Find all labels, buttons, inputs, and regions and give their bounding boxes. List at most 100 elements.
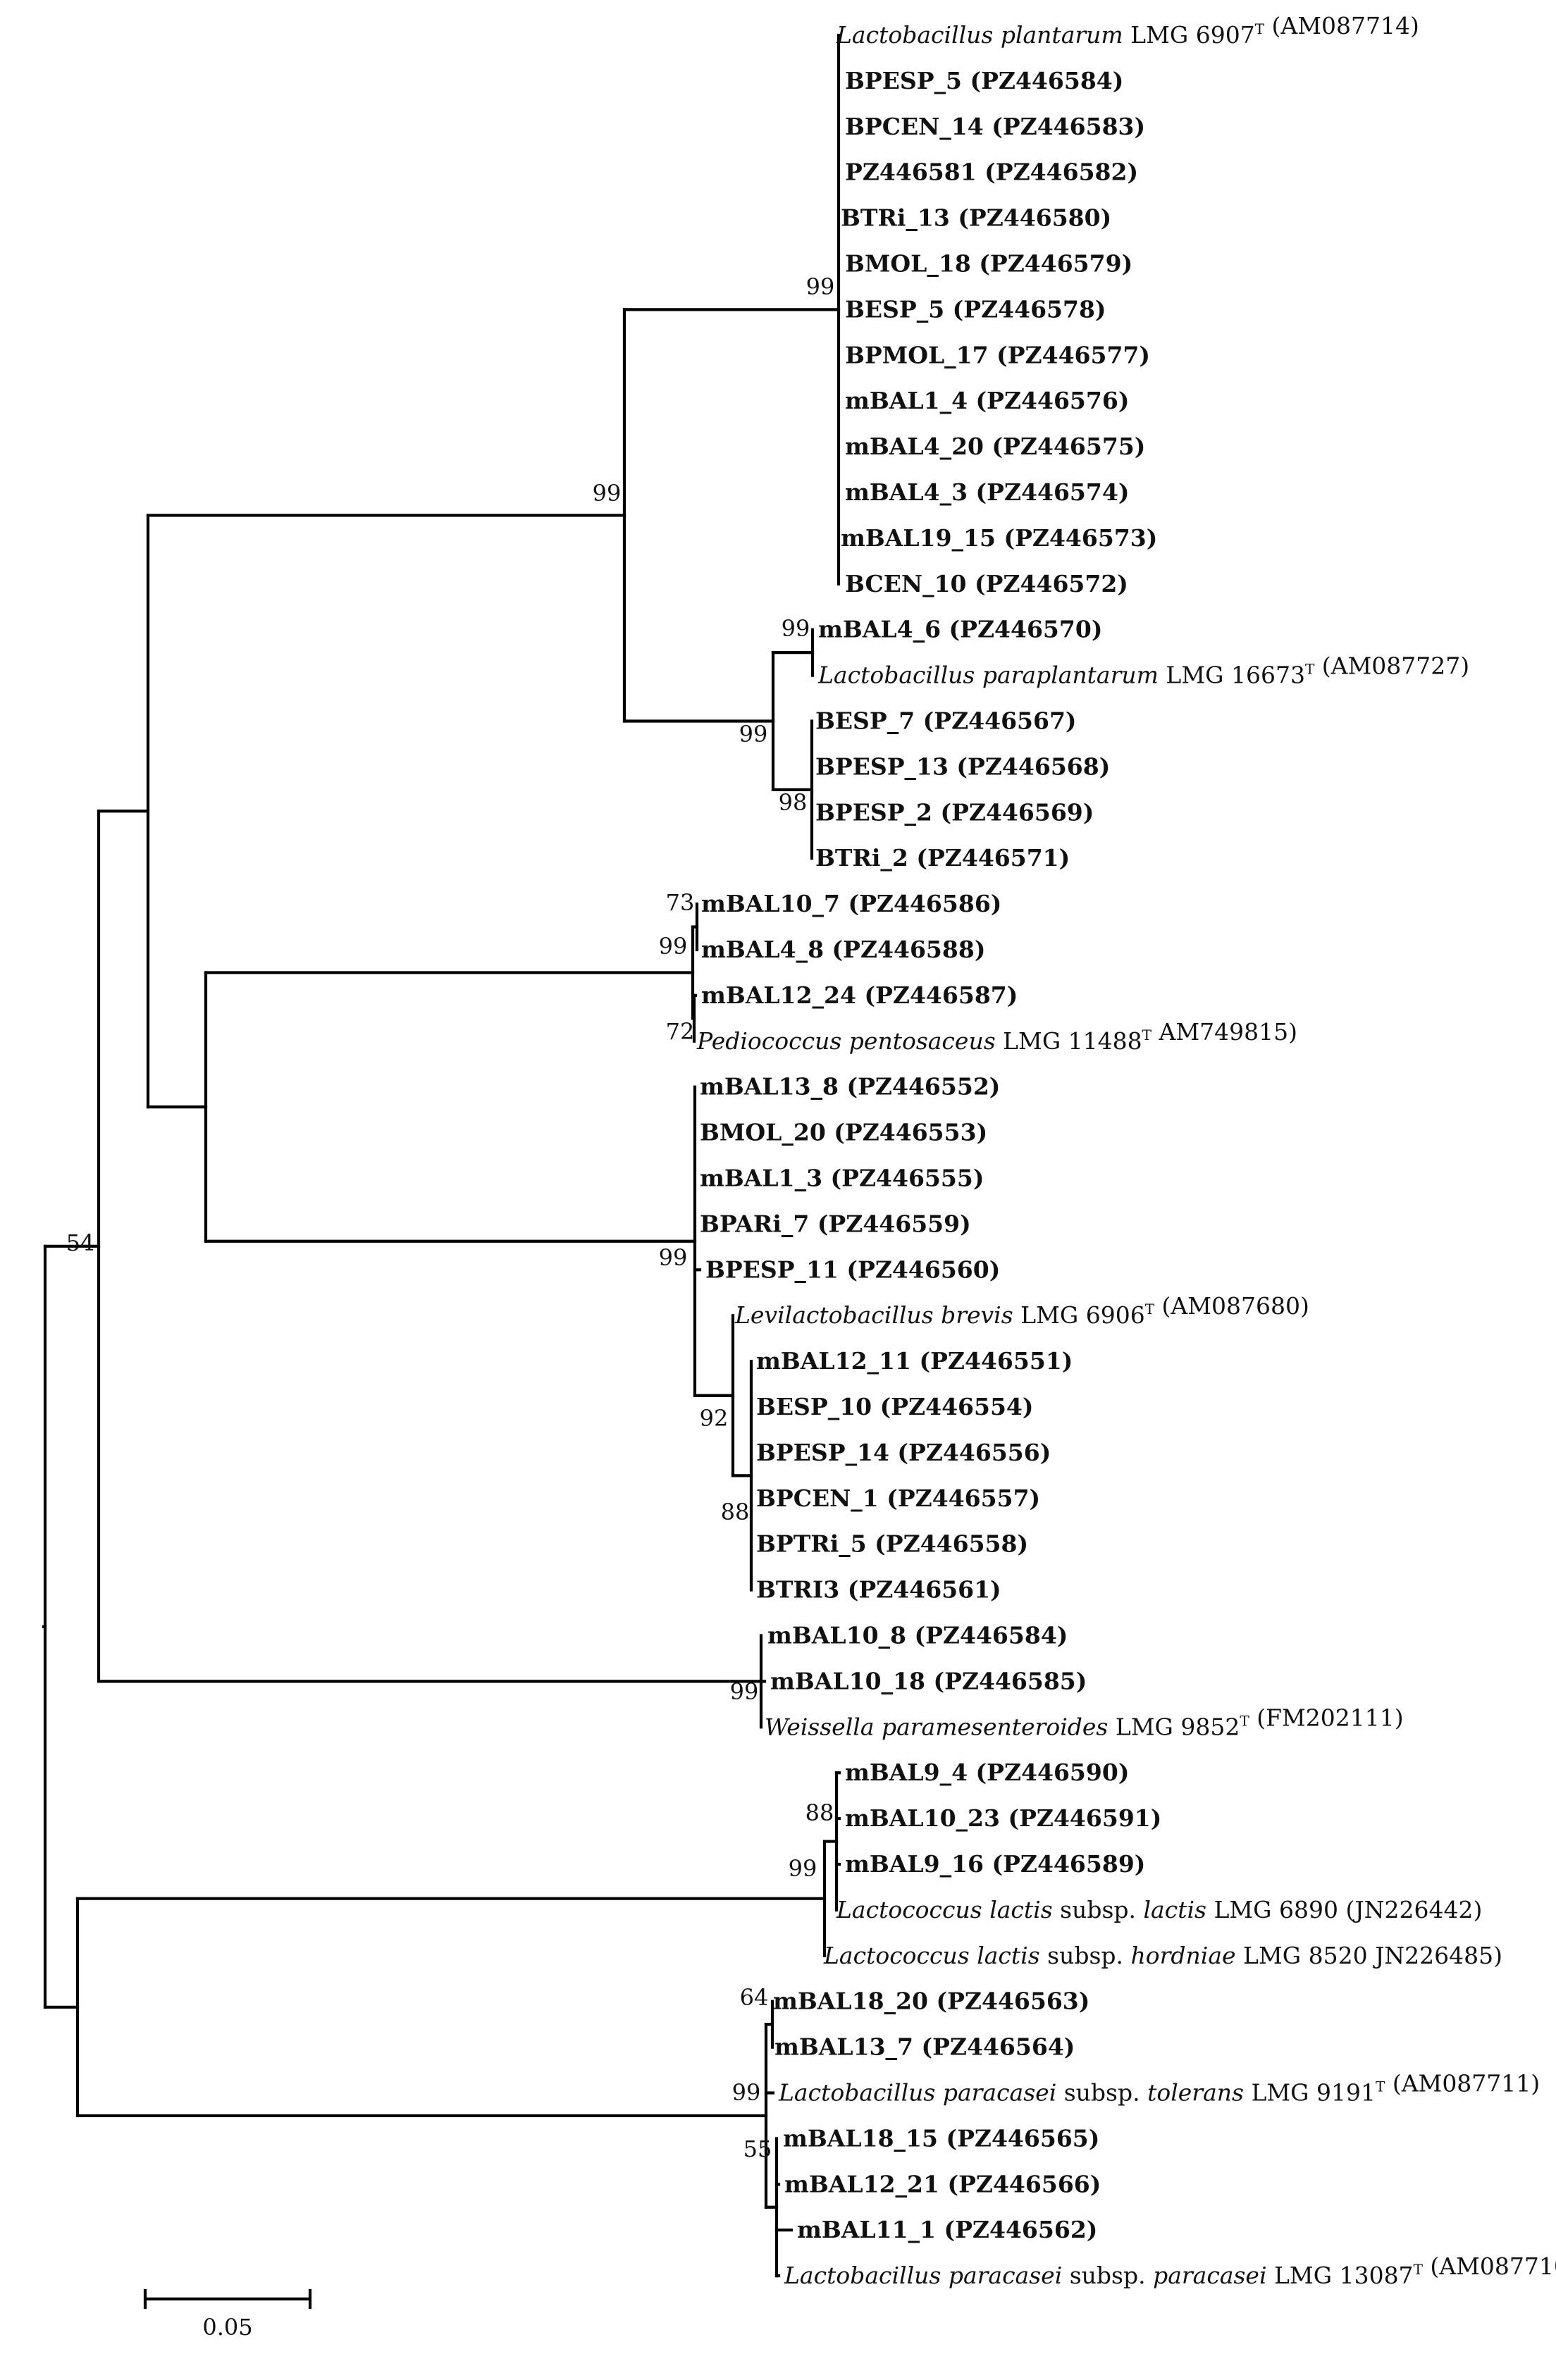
leaf-label-l21: mBAL4_8 (PZ446588)	[701, 936, 985, 963]
bootstrap-value-lactis: 88	[805, 1799, 834, 1826]
leaf-label-segment: T	[1145, 1301, 1155, 1318]
leaf-label-segment: BTRi_2 (PZ446571)	[815, 844, 1070, 872]
leaf-label-segment: Lactobacillus paracasei	[784, 2262, 1062, 2289]
leaf-label-segment: Levilactobacillus brevis	[734, 1301, 1013, 1329]
leaf-label-segment: BCEN_10 (PZ446572)	[845, 570, 1128, 597]
leaf-label-segment: BESP_10 (PZ446554)	[756, 1393, 1034, 1420]
leaf-label-l41: mBAL9_16 (PZ446589)	[845, 1850, 1145, 1878]
leaf-label-segment: mBAL10_18 (PZ446585)	[770, 1667, 1087, 1694]
leaf-label-segment: mBAL10_8 (PZ446584)	[767, 1622, 1068, 1649]
leaf-label-segment: T	[1255, 20, 1265, 37]
leaf-label-l2: BPESP_5 (PZ446584)	[845, 67, 1123, 94]
leaf-label-l49: mBAL11_1 (PZ446562)	[797, 2216, 1097, 2243]
leaf-label-segment: BESP_5 (PZ446578)	[845, 295, 1106, 323]
leaf-label-l5: BTRi_13 (PZ446580)	[841, 204, 1111, 232]
leaf-label-l48: mBAL12_21 (PZ446566)	[784, 2170, 1101, 2198]
leaf-label-segment: BPESP_5 (PZ446584)	[845, 67, 1123, 94]
leaf-label-segment: LMG 8520 JN226485)	[1236, 1942, 1502, 1969]
leaf-label-l25: BMOL_20 (PZ446553)	[700, 1119, 987, 1146]
leaf-label-l18: BPESP_2 (PZ446569)	[815, 798, 1094, 826]
leaf-label-l7: BESP_5 (PZ446578)	[845, 295, 1106, 323]
leaf-label-segment: BESP_7 (PZ446567)	[815, 707, 1077, 735]
leaf-label-l20: mBAL10_7 (PZ446586)	[701, 890, 1001, 917]
leaf-label-segment: subsp.	[1053, 1896, 1144, 1923]
leaf-label-segment: (AM087711)	[1385, 2070, 1540, 2097]
leaf-label-segment: mBAL12_11 (PZ446551)	[756, 1347, 1073, 1375]
leaf-label-l35: BTRI3 (PZ446561)	[756, 1576, 1001, 1604]
leaf-label-segment: lactis	[1144, 1896, 1206, 1923]
leaf-label-segment: BPMOL_17 (PZ446577)	[845, 341, 1150, 368]
leaf-label-l37: mBAL10_18 (PZ446585)	[770, 1667, 1087, 1694]
leaf-label-segment: BPESP_11 (PZ446560)	[705, 1256, 1000, 1283]
leaf-label-segment: BPESP_14 (PZ446556)	[756, 1439, 1051, 1466]
bootstrap-value-plantarum-group: 99	[806, 273, 835, 300]
leaf-label-segment: LMG 11488	[996, 1027, 1142, 1055]
bootstrap-value-brevis-core: 88	[721, 1499, 750, 1525]
leaf-label-l40: mBAL10_23 (PZ446591)	[845, 1804, 1161, 1832]
leaf-label-l36: mBAL10_8 (PZ446584)	[767, 1622, 1068, 1649]
leaf-label-segment: BPCEN_14 (PZ446583)	[845, 113, 1145, 140]
leaf-label-l9: mBAL1_4 (PZ446576)	[845, 387, 1129, 414]
bootstrap-value-lactococcus: 99	[789, 1855, 817, 1882]
leaf-label-l38: Weissella paramesenteroides LMG 9852T (F…	[765, 1704, 1404, 1740]
leaf-label-segment: PZ446581 (PZ446582)	[845, 159, 1138, 186]
scale-bar-line	[143, 2288, 312, 2310]
leaf-label-segment: AM749815)	[1151, 1018, 1297, 1046]
bootstrap-value-weissella: 99	[730, 1678, 759, 1705]
leaf-label-l27: BPARi_7 (PZ446559)	[700, 1210, 971, 1237]
leaf-label-l10: mBAL4_20 (PZ446575)	[845, 433, 1145, 460]
leaf-label-segment: mBAL13_8 (PZ446552)	[700, 1073, 1000, 1101]
leaf-label-segment: LMG 9852	[1108, 1713, 1240, 1740]
leaf-label-l17: BPESP_13 (PZ446568)	[815, 752, 1110, 780]
leaf-label-l44: mBAL18_20 (PZ446563)	[773, 1988, 1089, 2015]
leaf-label-l29: Levilactobacillus brevis LMG 6906T (AM08…	[734, 1292, 1309, 1329]
leaf-label-segment: LMG 16673	[1159, 662, 1305, 689]
leaf-label-segment: subsp.	[1062, 2262, 1153, 2289]
leaf-label-l1: Lactobacillus plantarum LMG 6907T (AM087…	[836, 12, 1419, 49]
bootstrap-value-pediococcus: 99	[659, 933, 688, 960]
leaf-label-l42: Lactococcus lactis subsp. lactis LMG 689…	[836, 1896, 1482, 1923]
bootstrap-value-besp7-group: 98	[779, 789, 808, 816]
leaf-label-segment: T	[1414, 2261, 1424, 2278]
leaf-label-l4: PZ446581 (PZ446582)	[845, 159, 1138, 186]
leaf-label-segment: Lactobacillus paraplantarum	[817, 662, 1159, 689]
leaf-label-segment: BMOL_20 (PZ446553)	[700, 1119, 987, 1146]
bootstrap-value-mbal18-20: 64	[740, 1984, 769, 2011]
leaf-label-l43: Lactococcus lactis subsp. hordniae LMG 8…	[823, 1942, 1502, 1969]
leaf-label-segment: mBAL4_20 (PZ446575)	[845, 433, 1145, 460]
leaf-label-segment: BPARi_7 (PZ446559)	[700, 1210, 971, 1237]
leaf-label-l8: BPMOL_17 (PZ446577)	[845, 341, 1150, 368]
leaf-label-segment: mBAL10_23 (PZ446591)	[845, 1804, 1161, 1832]
bootstrap-value-root: 54	[66, 1229, 95, 1256]
leaf-label-segment: mBAL19_15 (PZ446573)	[841, 524, 1157, 552]
leaf-label-segment: mBAL11_1 (PZ446562)	[797, 2216, 1097, 2243]
leaf-label-segment: (AM087680)	[1154, 1292, 1309, 1320]
bootstrap-value-paracasei-outer: 99	[732, 2079, 761, 2106]
bootstrap-value-paraplantarum-group: 99	[739, 721, 768, 748]
leaf-label-segment: mBAL12_24 (PZ446587)	[701, 981, 1018, 1009]
leaf-label-segment: BPCEN_1 (PZ446557)	[756, 1485, 1040, 1512]
bootstrap-value-brevis-inner: 92	[700, 1405, 729, 1432]
leaf-label-segment: Pediococcus pentosaceus	[696, 1027, 996, 1055]
leaf-label-l24: mBAL13_8 (PZ446552)	[700, 1073, 1000, 1101]
leaf-labels: Lactobacillus plantarum LMG 6907T (AM087…	[696, 12, 1556, 2289]
leaf-label-segment: mBAL4_3 (PZ446574)	[845, 478, 1129, 506]
leaf-label-segment: mBAL9_4 (PZ446590)	[845, 1759, 1129, 1786]
leaf-label-l3: BPCEN_14 (PZ446583)	[845, 113, 1145, 140]
leaf-label-segment: (AM087714)	[1264, 12, 1419, 39]
leaf-label-l16: BESP_7 (PZ446567)	[815, 707, 1077, 735]
leaf-label-segment: LMG 6890 (JN226442)	[1206, 1896, 1482, 1923]
leaf-label-segment: (AM087710)	[1423, 2252, 1556, 2280]
leaf-label-segment: LMG 6907	[1123, 21, 1255, 49]
leaf-label-segment: (AM087727)	[1314, 652, 1469, 680]
leaf-label-segment: T	[1240, 1712, 1249, 1729]
leaf-label-segment: hordniae	[1131, 1942, 1236, 1969]
leaf-label-l31: BESP_10 (PZ446554)	[756, 1393, 1034, 1420]
leaf-label-l47: mBAL18_15 (PZ446565)	[783, 2124, 1099, 2152]
leaf-label-segment: mBAL1_3 (PZ446555)	[700, 1165, 984, 1192]
leaf-label-l33: BPCEN_1 (PZ446557)	[756, 1485, 1040, 1512]
leaf-label-segment: T	[1305, 661, 1315, 678]
leaf-label-segment: mBAL4_8 (PZ446588)	[701, 936, 985, 963]
leaf-label-segment: T	[1142, 1027, 1152, 1043]
